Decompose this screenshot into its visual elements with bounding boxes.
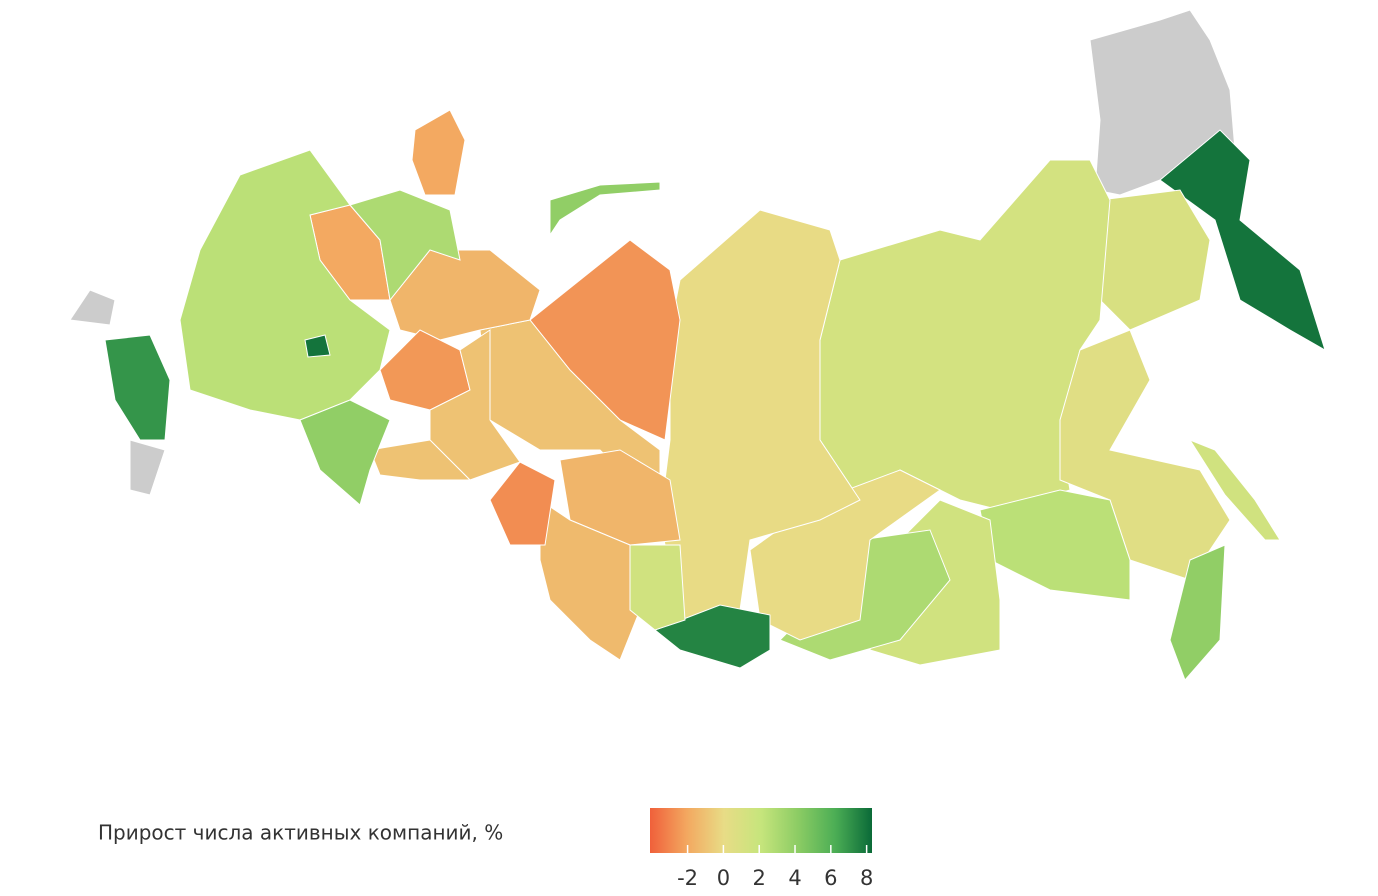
- region: [179, 149, 391, 421]
- region: [129, 439, 166, 496]
- region: [549, 181, 661, 237]
- colorbar-tick-label: 4: [788, 866, 801, 890]
- legend-title: Прирост числа активных компаний, %: [98, 821, 503, 845]
- region: [369, 439, 472, 481]
- region: [349, 189, 461, 302]
- colorbar-tick-label: 2: [753, 866, 766, 890]
- colorbar-tick-label: 8: [860, 866, 873, 890]
- region: [299, 399, 391, 506]
- region: [304, 334, 331, 358]
- region: [629, 544, 686, 631]
- region: [539, 499, 641, 661]
- region: [104, 334, 171, 441]
- colorbar-tick-label: 0: [717, 866, 730, 890]
- region: [411, 109, 466, 196]
- colorbar-tick-label: -2: [677, 866, 698, 890]
- colorbar-tick-label: 6: [824, 866, 837, 890]
- region: [69, 289, 116, 326]
- region: [1169, 544, 1226, 681]
- colorbar: [650, 808, 872, 853]
- colorbar-ticks: -2 0 2 4 6 8: [677, 845, 873, 890]
- region: [979, 489, 1131, 601]
- regions: [69, 9, 1326, 681]
- region: [1099, 189, 1211, 331]
- region: [489, 461, 556, 546]
- region: [1159, 129, 1326, 352]
- region: [659, 209, 861, 621]
- region: [1059, 329, 1231, 581]
- region: [1188, 438, 1281, 541]
